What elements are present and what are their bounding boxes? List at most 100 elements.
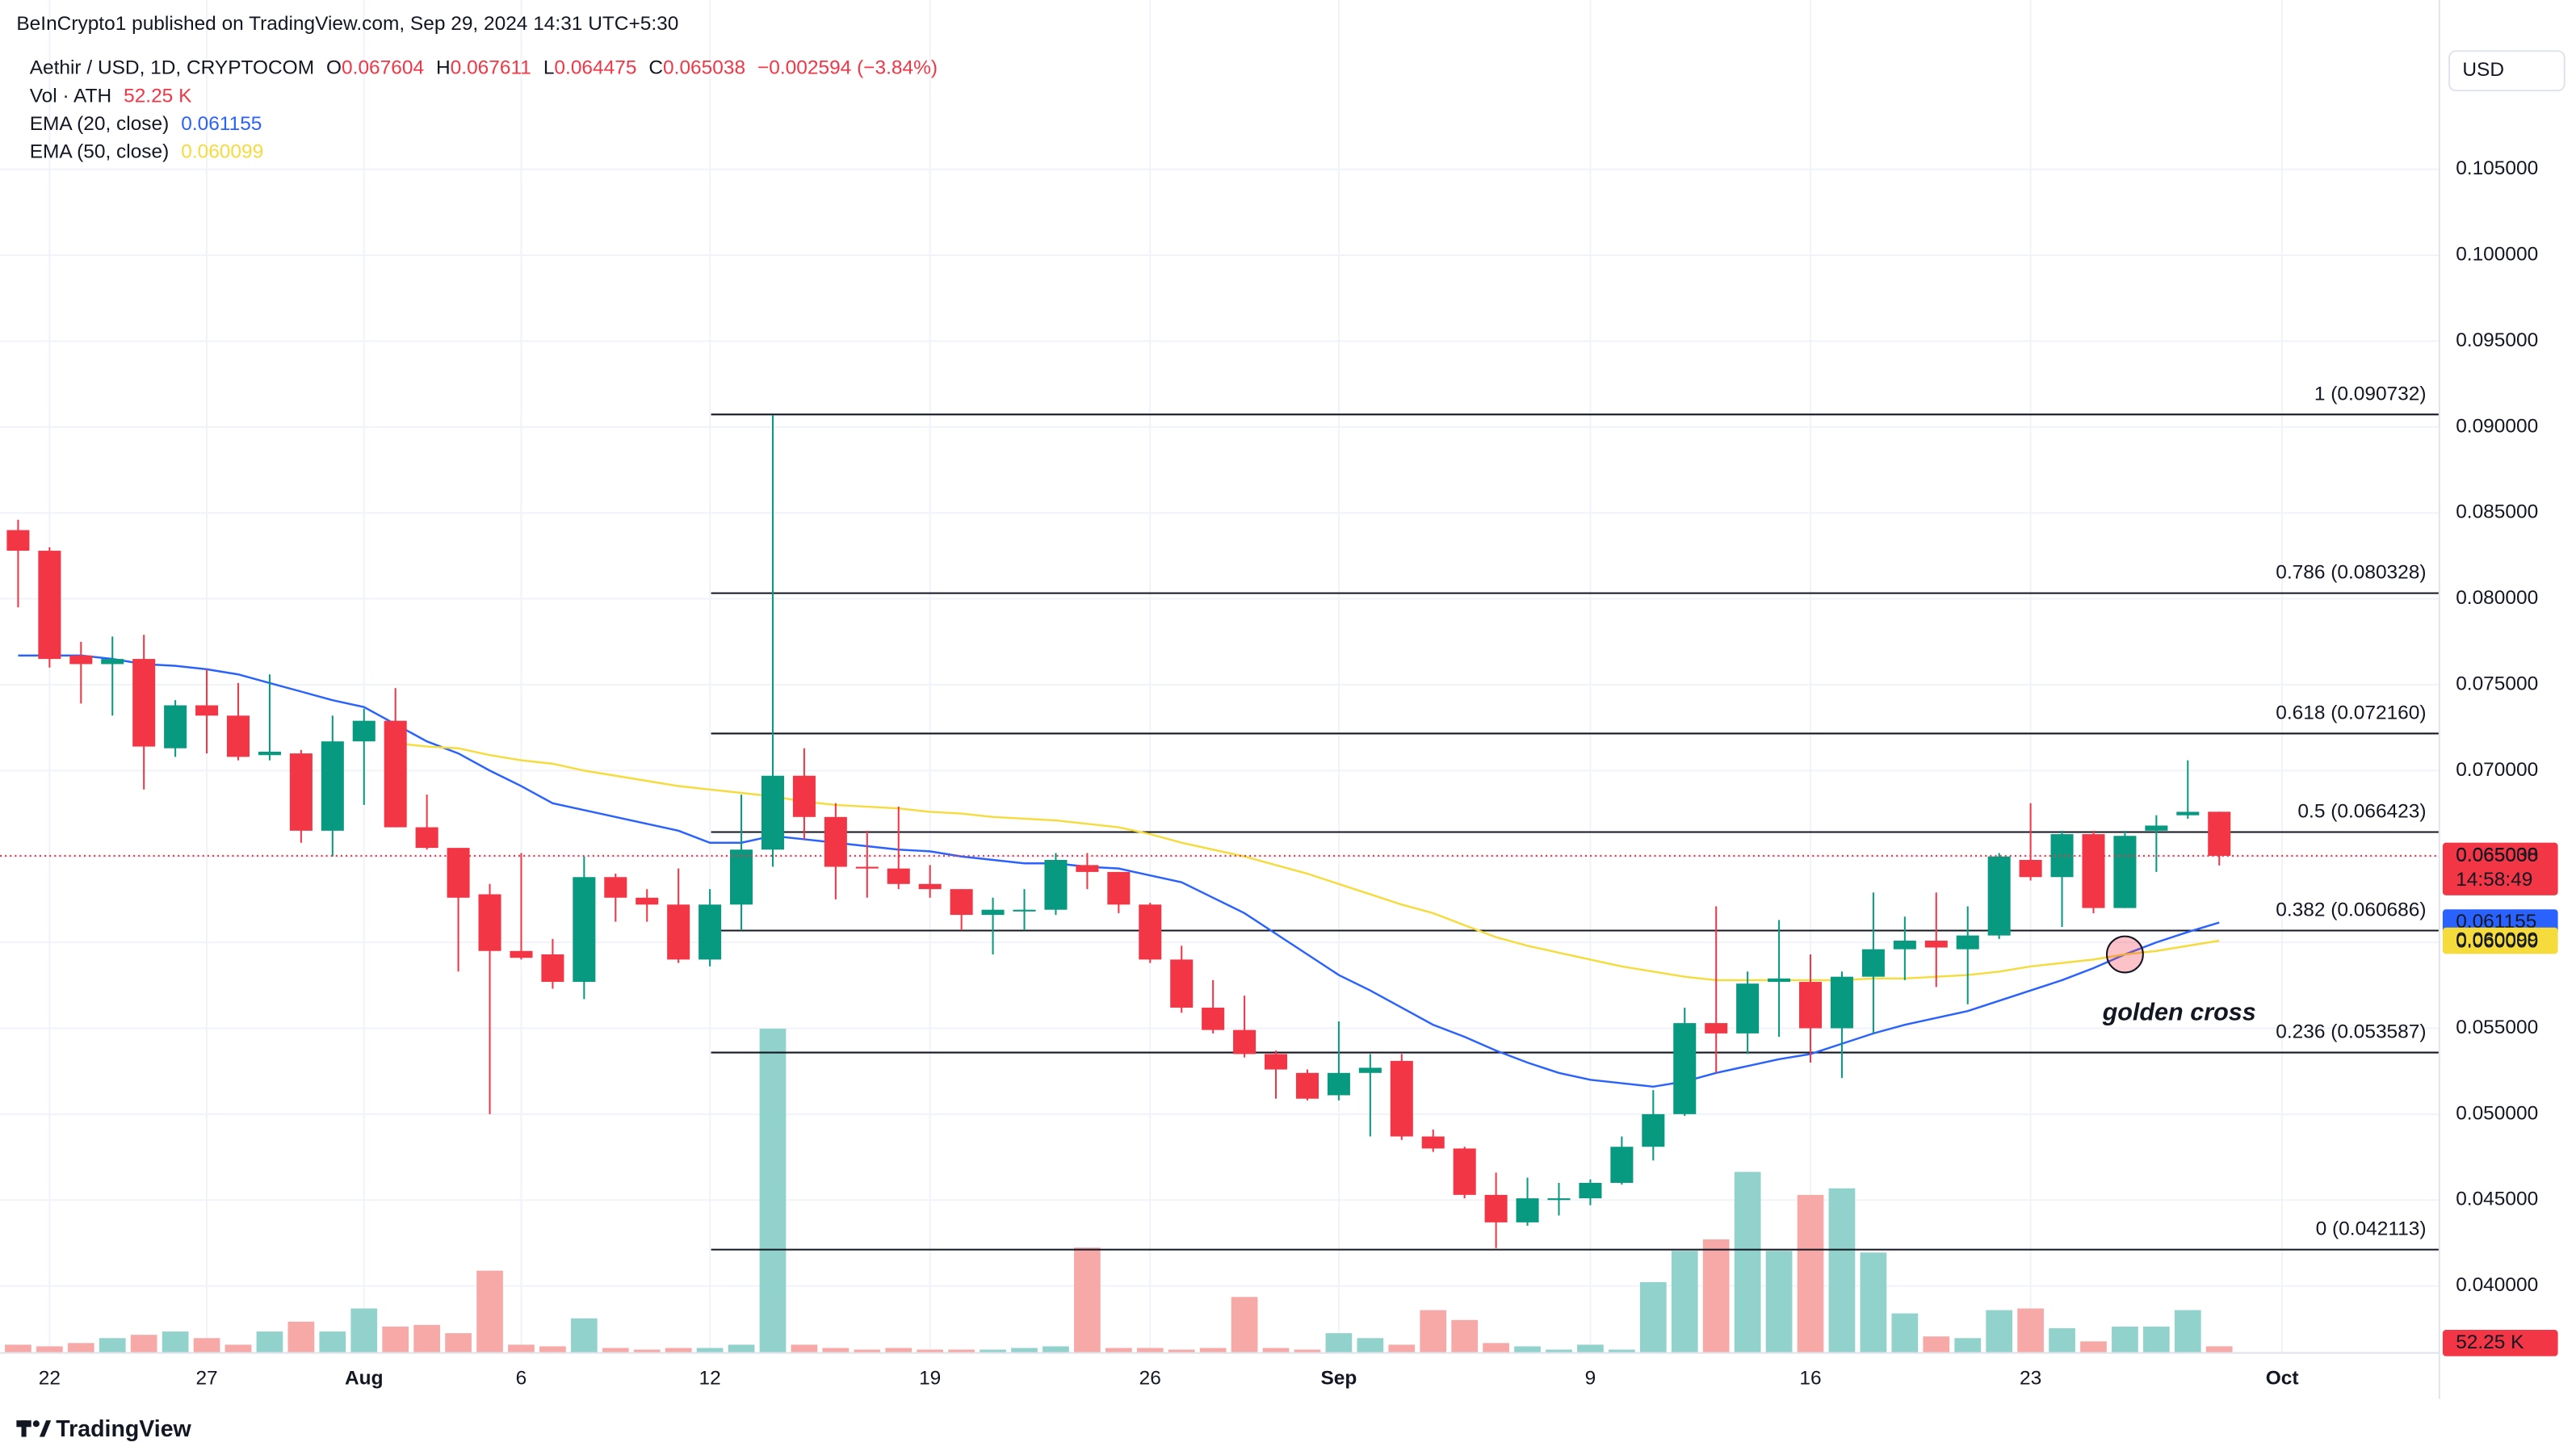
ohlc-value: 0.067611 — [451, 57, 531, 79]
volume-bar — [1546, 1349, 1572, 1353]
x-tick-label: 6 — [516, 1368, 527, 1390]
y-tick-label: 0.065000 — [2456, 845, 2538, 866]
candle-body — [1265, 1054, 1288, 1070]
candle-body — [2176, 811, 2200, 816]
candle-body — [918, 883, 942, 890]
ohlc-letter: O — [326, 57, 342, 79]
candle-body — [887, 868, 910, 884]
volume-bar — [1483, 1343, 1509, 1353]
volume-bar — [1860, 1252, 1887, 1353]
volume-bar — [917, 1349, 944, 1353]
candle-body — [1798, 982, 1823, 1029]
candle-body — [667, 904, 690, 960]
x-tick-label: Aug — [345, 1368, 384, 1390]
volume-bar — [1828, 1188, 1856, 1353]
volume-bar — [1514, 1346, 1541, 1353]
brand-name: TradingView — [56, 1416, 191, 1442]
legend-name: EMA (50, close) — [30, 141, 170, 163]
ema-layer — [18, 654, 2220, 1088]
volume-bar — [1074, 1247, 1101, 1353]
ema-line — [18, 654, 2220, 1088]
volume-bar — [791, 1344, 818, 1353]
volume-bar — [1388, 1344, 1416, 1353]
attribution: BeInCrypto1 published on TradingView.com… — [16, 13, 678, 35]
candle-body — [1421, 1136, 1445, 1149]
brand-logo — [16, 1420, 52, 1437]
y-tick-label: 0.100000 — [2456, 244, 2538, 266]
ohlc-value: 0.064475 — [554, 57, 636, 79]
candle-body — [730, 849, 753, 905]
y-tick-label: 0.090000 — [2456, 415, 2538, 437]
candle-body — [1924, 940, 1948, 948]
volume-bar — [948, 1349, 975, 1353]
countdown-badge: 14:58:49 — [2456, 869, 2532, 891]
ohlc-value: 0.067604 — [342, 57, 424, 79]
volume-bar — [728, 1344, 755, 1353]
volume-bar — [696, 1348, 724, 1353]
volume-bar — [1954, 1338, 1982, 1353]
volume-badge: 52.25 K — [2456, 1331, 2524, 1353]
currency-box[interactable] — [2448, 50, 2566, 92]
volume-bar — [2143, 1326, 2170, 1353]
candle-body — [1516, 1198, 1539, 1222]
candle-body — [1013, 909, 1036, 912]
candle-body — [1579, 1182, 1602, 1199]
volume-bar — [759, 1029, 787, 1353]
y-tick-label: 0.040000 — [2456, 1274, 2538, 1296]
legend-ema: EMA (50, close) 0.060099 — [30, 141, 264, 163]
candle-body — [132, 659, 156, 747]
ohlc-letter: L — [543, 57, 555, 79]
fib-label: 0 (0.042113) — [2316, 1218, 2427, 1240]
volume-bar — [382, 1326, 409, 1353]
volume-bar — [1199, 1348, 1227, 1353]
y-tick-label: 0.080000 — [2456, 587, 2538, 609]
candle-body — [2082, 834, 2105, 908]
candle-body — [541, 954, 564, 983]
y-tick-label: 0.060000 — [2456, 931, 2538, 953]
volume-bar — [1420, 1310, 1447, 1353]
candle-body — [573, 877, 596, 983]
volume-bar — [2080, 1341, 2107, 1353]
currency-label[interactable]: USD — [2462, 59, 2504, 81]
candle-body — [1484, 1194, 1508, 1222]
volume-bar — [1891, 1313, 1919, 1353]
x-tick-label: 23 — [2020, 1368, 2041, 1390]
legend-ema: EMA (20, close) 0.061155 — [30, 113, 262, 135]
candle-body — [1705, 1023, 1728, 1034]
fib-label: 0.5 (0.066423) — [2297, 800, 2426, 822]
candle-body — [1861, 949, 1885, 977]
volume-bar — [1357, 1338, 1384, 1353]
volume-bar — [1231, 1297, 1258, 1353]
volume-bar — [1765, 1251, 1793, 1353]
volume-bar — [633, 1349, 661, 1353]
candle-body — [1610, 1147, 1634, 1183]
x-tick-label: 19 — [919, 1368, 941, 1390]
volume-bar — [570, 1318, 598, 1353]
candle-body — [164, 705, 187, 748]
volume-bar — [1671, 1251, 1698, 1353]
volume-bar — [2205, 1346, 2233, 1353]
volume-bar — [2049, 1327, 2075, 1353]
x-tick-label: 22 — [39, 1368, 61, 1390]
candle-body — [258, 751, 281, 756]
legend-main: Aethir / USD, 1D, CRYPTOCOM O0.067604 H0… — [30, 57, 938, 79]
volume-bar — [67, 1343, 94, 1353]
legend-value: 0.060099 — [181, 141, 263, 163]
volume-bar — [1105, 1348, 1132, 1353]
volume-bar — [822, 1348, 850, 1353]
candle-body — [1736, 983, 1760, 1034]
volume-badge-box — [2442, 1330, 2558, 1356]
volume-bar — [1923, 1336, 1950, 1353]
volume-bar — [1451, 1319, 1479, 1353]
volume-bar — [1797, 1194, 1824, 1353]
ohlc-letter: C — [648, 57, 663, 79]
candle-body — [1642, 1113, 1665, 1147]
undefined-box — [2442, 842, 2558, 895]
candle-body — [2145, 825, 2168, 831]
x-tick-label: 26 — [1139, 1368, 1161, 1390]
x-tick-label: 16 — [1799, 1368, 1821, 1390]
candle-body — [1139, 904, 1162, 960]
fib-label: 0.382 (0.060686) — [2276, 899, 2426, 921]
